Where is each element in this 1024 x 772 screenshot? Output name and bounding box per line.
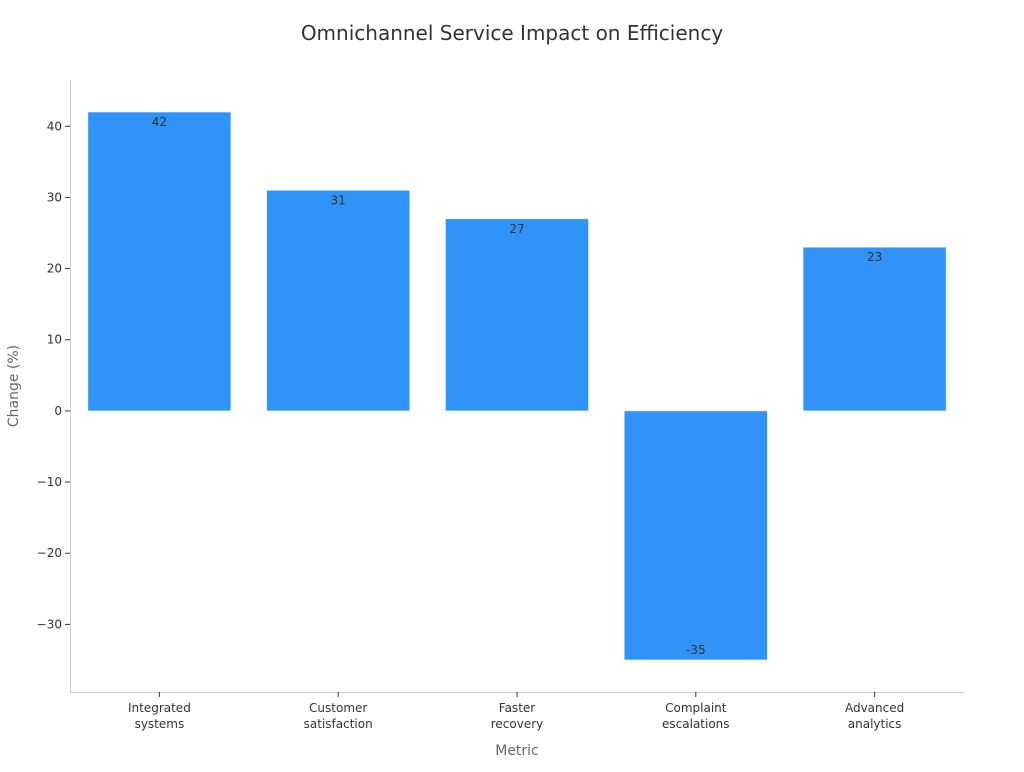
bar-value-label: 31 (331, 193, 346, 207)
y-axis-label: Change (%) (6, 345, 22, 427)
y-tick-label: 20 (47, 262, 62, 276)
bars-layer: 42 31 27 -35 23 (87, 111, 947, 661)
x-tick-label: Faster (499, 701, 535, 715)
x-axis-label: Metric (495, 743, 539, 759)
bar (623, 410, 768, 661)
bar-value-label: 27 (509, 222, 524, 236)
y-tick-label: 10 (47, 333, 62, 347)
x-tick-label: recovery (491, 717, 544, 731)
x-tick-label: Advanced (845, 701, 904, 715)
bar-value-label: 42 (152, 115, 167, 129)
bar (445, 218, 589, 412)
bar-value-label: 23 (867, 250, 882, 264)
bar (87, 111, 232, 412)
bar (802, 246, 947, 412)
y-ticks: 40 30 20 10 0 −10 −20 −30 (37, 119, 70, 631)
x-tick-label: analytics (848, 717, 902, 731)
x-tick-label: Integrated (128, 701, 191, 715)
bar (266, 190, 411, 412)
x-ticks: Integrated systems Customer satisfaction Fas… (128, 692, 904, 731)
x-tick-label: escalations (662, 717, 730, 731)
x-tick-label: systems (135, 717, 185, 731)
chart-title: Omnichannel Service Impact on Efficiency (301, 21, 724, 45)
x-tick-label: Complaint (665, 701, 727, 715)
y-tick-label: −20 (37, 546, 62, 560)
y-tick-label: 30 (47, 190, 62, 204)
y-tick-label: −30 (37, 617, 62, 631)
y-tick-label: 40 (47, 119, 62, 133)
y-tick-label: −10 (37, 475, 62, 489)
bar-value-label: -35 (686, 643, 706, 657)
x-tick-label: satisfaction (304, 717, 373, 731)
y-tick-label: 0 (54, 404, 62, 418)
x-tick-label: Customer (309, 701, 367, 715)
